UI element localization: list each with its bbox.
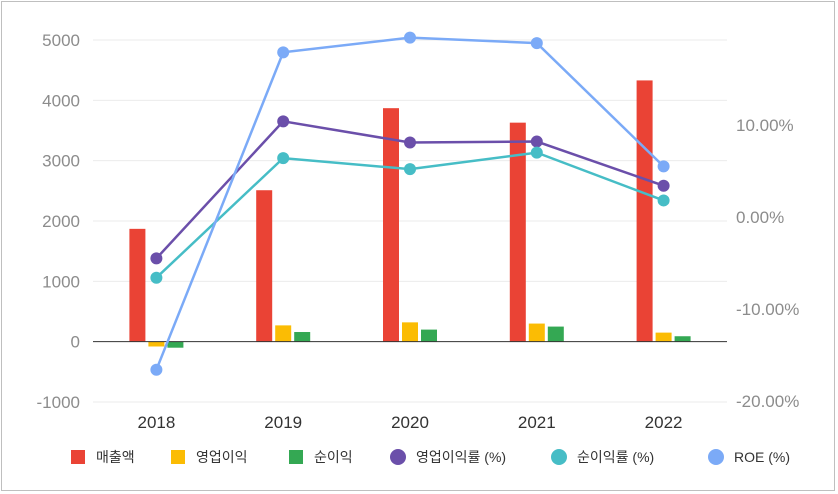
left-axis-ticks: 5000 4000 3000 2000 1000 0 -1000 (37, 31, 80, 412)
left-axis-tick-label: 5000 (42, 31, 80, 50)
point-순이익률 (%)-2020 (404, 163, 416, 176)
left-axis-tick-label: -1000 (37, 393, 80, 412)
legend: 매출액 영업이익 순이익 영업이익률 (%) 순이익률 (%) ROE (%) (71, 449, 790, 465)
legend-label: 순이익 (314, 449, 353, 465)
point-순이익률 (%)-2022 (657, 194, 670, 207)
point-순이익률 (%)-2018 (150, 271, 163, 284)
x-axis-ticks: 2018 2019 2020 2021 2022 (137, 413, 682, 432)
left-axis-tick-label: 0 (71, 333, 80, 352)
legend-swatch (551, 449, 567, 465)
bar-매출액-2019 (256, 190, 273, 342)
legend-item[interactable]: 영업이익 (171, 449, 248, 465)
line-ROE (%) (155, 36, 665, 371)
legend-swatch (171, 450, 185, 464)
bar-매출액-2022 (636, 80, 653, 342)
bar-순이익-2019 (294, 332, 311, 342)
legend-item[interactable]: 영업이익률 (%) (390, 449, 506, 465)
legend-item[interactable]: 매출액 (71, 449, 135, 465)
right-axis-tick-label: 0.00% (736, 208, 784, 227)
left-axis-tick-label: 1000 (42, 272, 80, 291)
point-영업이익률 (%)-2021 (530, 135, 543, 148)
bar-영업이익-2020 (402, 322, 418, 342)
legend-swatch (289, 450, 303, 464)
point-ROE (%)-2021 (530, 37, 543, 50)
legend-swatch (71, 450, 85, 464)
bar-순이익-2021 (547, 326, 564, 342)
legend-label: ROE (%) (734, 449, 790, 465)
bar-매출액-2018 (129, 228, 146, 342)
legend-item[interactable]: 순이익 (289, 449, 353, 465)
right-axis-tick-label: -20.00% (736, 392, 799, 411)
bar-순이익-2022 (674, 336, 691, 342)
bar-series (129, 80, 691, 348)
x-axis-tick-label: 2022 (645, 413, 683, 432)
bar-매출액-2020 (383, 108, 399, 342)
legend-label: 순이익률 (%) (577, 449, 654, 465)
right-axis-tick-label: 10.00% (736, 116, 794, 135)
x-axis-tick-label: 2021 (518, 413, 556, 432)
bar-영업이익-2019 (275, 325, 292, 342)
point-영업이익률 (%)-2018 (150, 252, 163, 265)
point-ROE (%)-2019 (277, 46, 290, 59)
legend-item[interactable]: ROE (%) (708, 449, 790, 465)
legend-label: 매출액 (96, 449, 135, 465)
left-axis-tick-label: 4000 (42, 91, 80, 110)
point-ROE (%)-2018 (150, 363, 163, 376)
left-axis-tick-label: 3000 (42, 152, 80, 171)
point-영업이익률 (%)-2019 (277, 115, 290, 128)
x-axis-tick-label: 2020 (391, 413, 429, 432)
bar-영업이익-2021 (528, 323, 545, 342)
legend-swatch (708, 449, 724, 465)
right-axis-tick-label: -10.00% (736, 300, 799, 319)
right-axis-ticks: 10.00% 0.00% -10.00% -20.00% (736, 116, 799, 411)
bar-순이익-2020 (421, 329, 437, 342)
x-axis-tick-label: 2018 (137, 413, 175, 432)
legend-item[interactable]: 순이익률 (%) (551, 449, 654, 465)
left-axis-tick-label: 2000 (42, 212, 80, 231)
bar-순이익-2018 (167, 341, 184, 348)
point-ROE (%)-2022 (657, 160, 670, 173)
bar-영업이익-2022 (655, 332, 672, 342)
point-영업이익률 (%)-2020 (404, 136, 416, 149)
point-영업이익률 (%)-2022 (657, 179, 670, 192)
bar-매출액-2021 (509, 122, 526, 342)
line-series (150, 31, 670, 376)
legend-label: 영업이익률 (%) (416, 449, 506, 465)
point-ROE (%)-2020 (404, 31, 416, 44)
bar-영업이익-2018 (148, 341, 165, 347)
legend-label: 영업이익 (196, 449, 248, 465)
point-순이익률 (%)-2021 (530, 146, 543, 159)
legend-swatch (390, 449, 406, 465)
gridlines (93, 39, 727, 403)
point-순이익률 (%)-2019 (277, 152, 290, 165)
x-axis-tick-label: 2019 (264, 413, 302, 432)
